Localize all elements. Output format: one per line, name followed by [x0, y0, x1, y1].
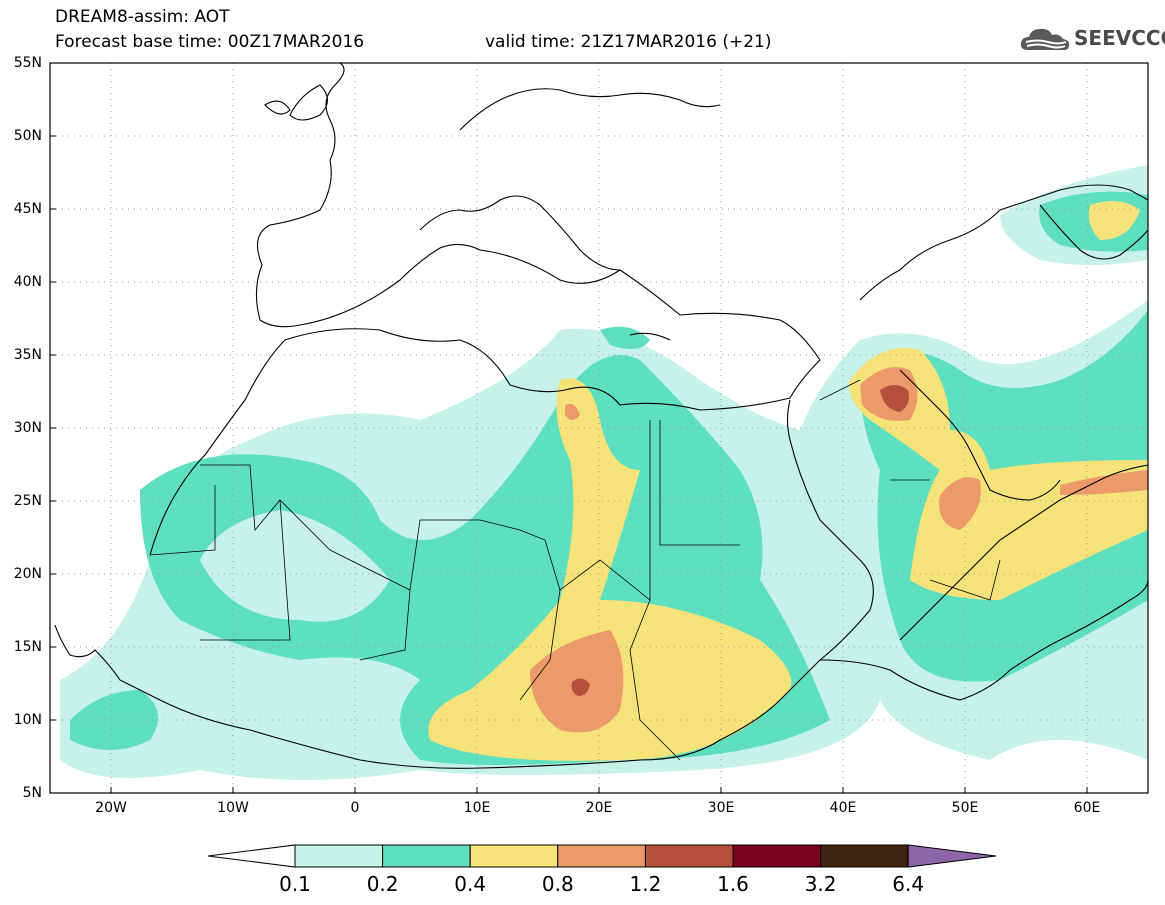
colorbar-label: 1.6	[717, 872, 749, 896]
colorbar-label: 6.4	[892, 872, 925, 896]
latitude-label: 5N	[22, 785, 42, 801]
longitude-label: 10W	[217, 800, 249, 816]
colorbar-swatch	[644, 844, 734, 868]
axis-ticks	[50, 62, 1088, 794]
longitude-label: 10E	[463, 800, 491, 816]
colorbar-swatch	[469, 844, 559, 868]
longitude-label: 60E	[1073, 800, 1101, 816]
latitude-label: 50N	[13, 128, 42, 144]
colorbar-swatch	[557, 844, 646, 868]
longitude-label: 40E	[829, 800, 857, 816]
borders	[149, 379, 1001, 761]
latitude-label: 45N	[13, 201, 42, 217]
valid-time: valid time: 21Z17MAR2016 (+21)	[485, 32, 772, 52]
forecast-base-time: Forecast base time: 00Z17MAR2016	[55, 32, 365, 52]
colorbar-label: 1.2	[629, 872, 662, 896]
longitude-label: 30E	[707, 800, 735, 816]
colorbar-label: 0.4	[454, 872, 487, 896]
latitude-label: 10N	[13, 712, 42, 728]
colorbar-upper-arrow	[907, 844, 997, 868]
latitude-label: 30N	[13, 420, 42, 436]
colorbar-swatch	[820, 844, 909, 868]
colorbar-swatch	[732, 844, 822, 868]
latitude-label: 35N	[13, 347, 42, 363]
colorbar-label: 3.2	[804, 872, 837, 896]
latitude-label: 15N	[13, 639, 42, 655]
latitude-label: 25N	[13, 493, 42, 509]
longitude-label: 20W	[95, 800, 127, 816]
colorbar-swatch	[294, 844, 384, 868]
latitude-label: 55N	[13, 55, 42, 71]
coastlines	[54, 63, 1148, 769]
colorbar-label: 0.2	[366, 872, 399, 896]
colorbar-label: 0.8	[541, 872, 574, 896]
longitude-label: 0	[350, 800, 360, 816]
colorbar-lower-arrow	[207, 844, 296, 868]
seevccc-logo: SEEVCCC	[1018, 22, 1165, 56]
aot-field	[60, 165, 1148, 780]
colorbar-swatch	[382, 844, 471, 868]
colorbar	[207, 844, 997, 868]
logo-text: SEEVCCC	[1074, 26, 1165, 50]
longitude-label: 20E	[585, 800, 613, 816]
map-title: DREAM8-assim: AOT	[55, 7, 230, 27]
longitude-label: 50E	[951, 800, 979, 816]
latitude-label: 20N	[13, 566, 42, 582]
colorbar-label: 0.1	[279, 872, 311, 896]
cloud-icon	[1020, 28, 1070, 51]
latitude-label: 40N	[13, 274, 42, 290]
